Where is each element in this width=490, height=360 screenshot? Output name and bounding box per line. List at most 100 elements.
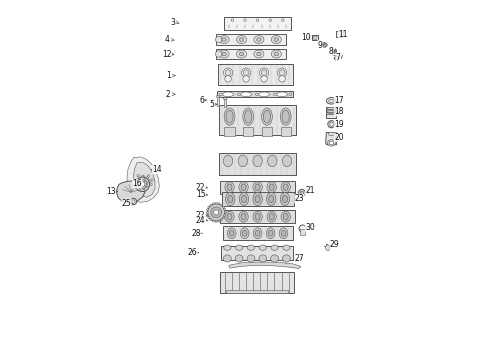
Ellipse shape xyxy=(271,36,281,44)
Ellipse shape xyxy=(244,19,246,22)
Ellipse shape xyxy=(327,140,335,146)
Text: 27: 27 xyxy=(294,254,304,263)
Bar xyxy=(217,91,293,97)
Ellipse shape xyxy=(281,182,291,193)
Ellipse shape xyxy=(247,255,255,262)
Ellipse shape xyxy=(224,245,231,251)
Ellipse shape xyxy=(216,36,222,43)
Ellipse shape xyxy=(328,121,335,128)
Ellipse shape xyxy=(216,51,222,57)
Ellipse shape xyxy=(326,245,330,251)
Ellipse shape xyxy=(271,245,278,251)
Ellipse shape xyxy=(139,183,142,185)
Text: 15: 15 xyxy=(196,190,205,199)
Ellipse shape xyxy=(334,57,339,60)
Ellipse shape xyxy=(259,68,269,77)
Ellipse shape xyxy=(281,211,291,222)
Ellipse shape xyxy=(282,255,291,262)
Text: 16: 16 xyxy=(133,179,142,188)
Ellipse shape xyxy=(223,208,226,211)
Ellipse shape xyxy=(215,202,217,204)
Ellipse shape xyxy=(243,70,249,76)
Ellipse shape xyxy=(223,214,226,216)
Ellipse shape xyxy=(238,93,240,96)
Text: 13: 13 xyxy=(106,187,116,196)
Polygon shape xyxy=(117,181,145,203)
Ellipse shape xyxy=(225,211,234,222)
Ellipse shape xyxy=(299,225,306,232)
Ellipse shape xyxy=(261,76,268,82)
Ellipse shape xyxy=(280,193,290,206)
Ellipse shape xyxy=(214,210,219,215)
Ellipse shape xyxy=(279,228,288,239)
Text: 23: 23 xyxy=(294,194,304,203)
Ellipse shape xyxy=(236,245,243,251)
Bar xyxy=(220,272,294,293)
Bar xyxy=(336,31,343,37)
Ellipse shape xyxy=(138,180,147,189)
Ellipse shape xyxy=(277,92,288,97)
Ellipse shape xyxy=(271,50,281,58)
Ellipse shape xyxy=(283,245,290,251)
Ellipse shape xyxy=(216,95,220,98)
Ellipse shape xyxy=(243,76,249,82)
Ellipse shape xyxy=(242,230,247,236)
Ellipse shape xyxy=(255,213,260,220)
Ellipse shape xyxy=(269,184,274,190)
Text: 22: 22 xyxy=(196,211,205,220)
Ellipse shape xyxy=(222,217,224,219)
Ellipse shape xyxy=(298,189,305,197)
Ellipse shape xyxy=(255,195,260,203)
Text: 25: 25 xyxy=(122,199,131,208)
Ellipse shape xyxy=(138,178,141,180)
Ellipse shape xyxy=(140,182,145,187)
Ellipse shape xyxy=(227,228,236,239)
Ellipse shape xyxy=(254,50,264,58)
Ellipse shape xyxy=(207,214,209,216)
Text: 11: 11 xyxy=(339,30,348,39)
Ellipse shape xyxy=(253,193,262,206)
Text: 28: 28 xyxy=(191,229,201,238)
Bar xyxy=(300,229,305,235)
Text: 14: 14 xyxy=(152,165,162,174)
Ellipse shape xyxy=(282,19,284,22)
Bar xyxy=(281,127,291,136)
Ellipse shape xyxy=(266,228,275,239)
Ellipse shape xyxy=(150,183,152,185)
Ellipse shape xyxy=(323,44,326,46)
Bar xyxy=(221,192,294,206)
Bar xyxy=(216,49,286,59)
Text: 18: 18 xyxy=(334,107,343,116)
Ellipse shape xyxy=(136,179,138,181)
Ellipse shape xyxy=(229,230,234,236)
Ellipse shape xyxy=(143,176,145,179)
Ellipse shape xyxy=(225,182,234,193)
Ellipse shape xyxy=(207,208,209,211)
Ellipse shape xyxy=(224,108,235,125)
Ellipse shape xyxy=(326,98,337,104)
Ellipse shape xyxy=(256,19,259,22)
Ellipse shape xyxy=(237,50,246,58)
Ellipse shape xyxy=(282,155,292,167)
Ellipse shape xyxy=(269,213,274,220)
Ellipse shape xyxy=(211,207,221,218)
Ellipse shape xyxy=(222,38,226,41)
Ellipse shape xyxy=(283,184,288,190)
Ellipse shape xyxy=(220,93,222,96)
Bar xyxy=(218,64,293,85)
Ellipse shape xyxy=(219,36,229,44)
Ellipse shape xyxy=(267,211,276,222)
Text: 26: 26 xyxy=(188,248,197,257)
Ellipse shape xyxy=(206,211,208,213)
Bar xyxy=(243,127,253,136)
Ellipse shape xyxy=(238,155,247,167)
Polygon shape xyxy=(127,157,159,202)
Polygon shape xyxy=(229,262,301,269)
Bar xyxy=(225,290,288,293)
Bar xyxy=(216,34,286,45)
Ellipse shape xyxy=(237,36,246,44)
Ellipse shape xyxy=(269,19,271,22)
Ellipse shape xyxy=(148,180,151,182)
Ellipse shape xyxy=(240,228,249,239)
Ellipse shape xyxy=(223,155,233,167)
